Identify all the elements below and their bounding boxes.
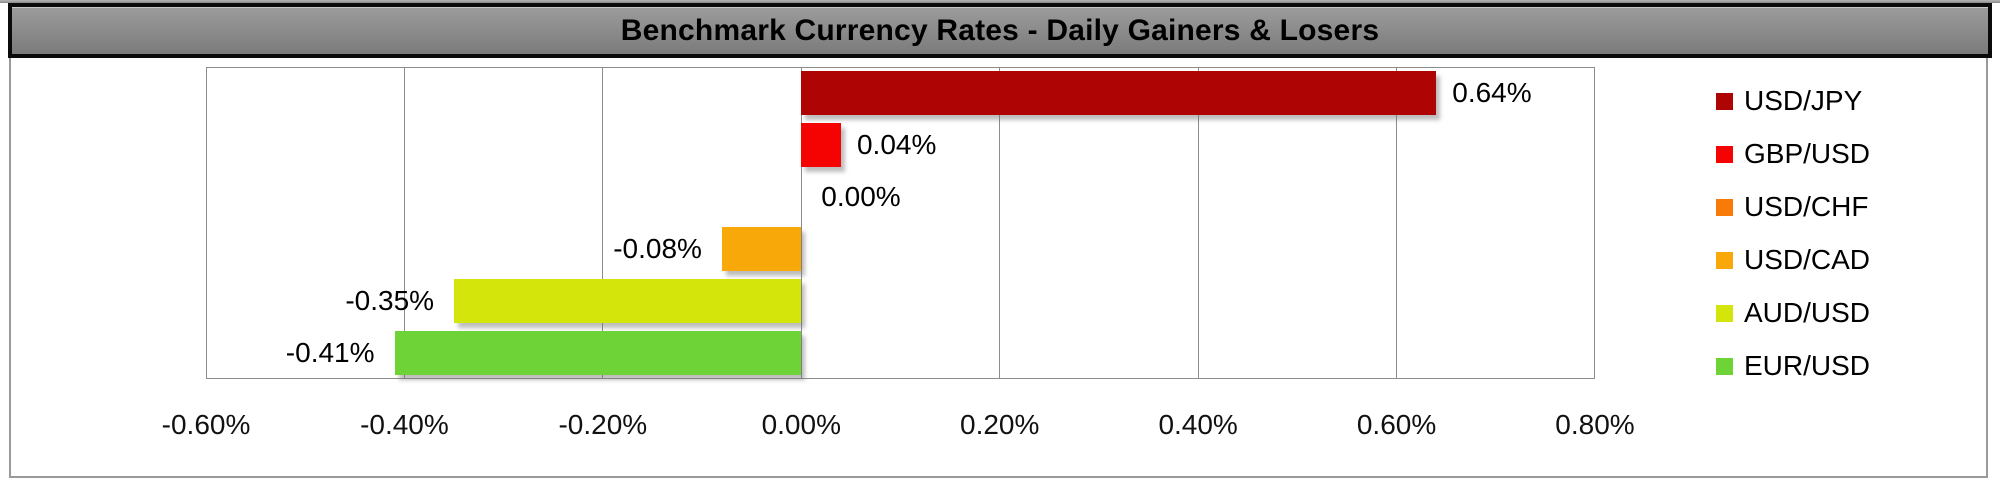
bar-value-label: -0.35% (345, 285, 435, 316)
legend-item-gbp-usd: GBP/USD (1716, 139, 1870, 169)
legend-swatch (1716, 92, 1733, 110)
legend-swatch (1716, 251, 1733, 269)
bar-usd-cad (721, 227, 802, 271)
x-axis-label: 0.80% (1555, 409, 1635, 440)
legend-swatch (1716, 145, 1733, 163)
x-axis-label: -0.60% (161, 409, 251, 440)
legend-label: AUD/USD (1744, 297, 1871, 328)
bar-aud-usd (454, 279, 802, 323)
top-edge-divider (0, 0, 2000, 3)
chart-title-bar: Benchmark Currency Rates - Daily Gainers… (8, 3, 1992, 58)
legend-item-usd-chf: USD/CHF (1716, 192, 1868, 222)
gridline (1396, 67, 1398, 379)
x-axis-label: 0.00% (761, 409, 841, 440)
gridline (999, 67, 1001, 379)
legend-label: GBP/USD (1744, 138, 1871, 169)
legend-swatch (1716, 304, 1733, 322)
bar-eur-usd (394, 331, 802, 375)
legend-label: USD/JPY (1744, 85, 1863, 116)
bar-gbp-usd (801, 123, 841, 167)
gridline (800, 67, 802, 379)
legend-item-usd-cad: USD/CAD (1716, 245, 1870, 275)
bar-value-label: 0.00% (821, 181, 901, 212)
x-axis-label: 0.20% (960, 409, 1040, 440)
legend-label: USD/CHF (1744, 191, 1869, 222)
legend-item-usd-jpy: USD/JPY (1716, 86, 1862, 116)
x-axis-label: 0.60% (1356, 409, 1437, 440)
legend-item-eur-usd: EUR/USD (1716, 351, 1870, 381)
legend-swatch (1716, 357, 1733, 375)
x-axis-label: -0.40% (360, 409, 449, 440)
bar-value-label: -0.41% (285, 337, 375, 368)
gridline (602, 67, 604, 379)
legend-label: USD/CAD (1744, 244, 1871, 275)
bar-value-label: 0.64% (1452, 77, 1532, 108)
plot-area (206, 67, 1595, 379)
gridline (1197, 67, 1199, 379)
chart-title: Benchmark Currency Rates - Daily Gainers… (620, 13, 1380, 47)
bar-value-label: -0.08% (613, 233, 702, 264)
x-axis-label: -0.20% (558, 409, 648, 440)
bar-value-label: 0.04% (856, 129, 937, 160)
legend-label: EUR/USD (1744, 350, 1871, 381)
legend-item-aud-usd: AUD/USD (1716, 298, 1870, 328)
x-axis-label: 0.40% (1158, 409, 1238, 440)
legend-swatch (1716, 198, 1733, 216)
gridline (403, 67, 405, 379)
bar-usd-jpy (801, 71, 1437, 115)
